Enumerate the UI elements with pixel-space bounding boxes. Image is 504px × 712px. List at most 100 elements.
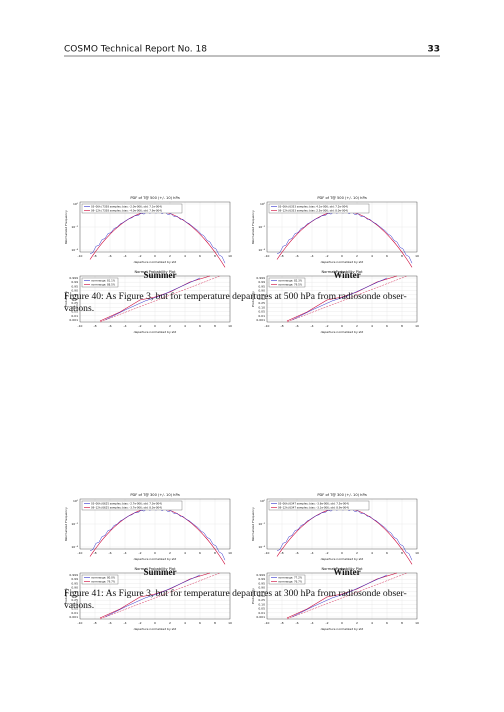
x-tick-label: 10 [415, 254, 419, 258]
x-tick-label: 0 [341, 254, 343, 258]
legend-entry: normrange: 76.7% [278, 580, 303, 584]
figure-caption: vations. [64, 303, 94, 314]
x-tick-label: -2 [326, 551, 329, 555]
y-tick-label: 0.01 [258, 314, 265, 318]
y-tick-label: 0.01 [258, 611, 265, 615]
legend-box [81, 574, 119, 585]
legend-entry: normrange: 79.5% [278, 283, 303, 287]
x-tick-label: 4 [184, 551, 186, 555]
legend-entry: 03–06h (6353 samples; bias: 4.1e-006; st… [278, 205, 348, 209]
legend-entry: normrange: 79.7% [91, 580, 116, 584]
x-tick-label: 0 [154, 551, 156, 555]
panel: PDF of T@ 300 (+/- 10) hPa -10 -8 -6 -4 -2 0 2 4… [251, 493, 419, 631]
y-tick-label: 10⁻² [71, 522, 78, 526]
reference-line [286, 275, 408, 323]
y-tick-label: 0.99 [71, 577, 78, 581]
x-tick-label: 2 [169, 551, 171, 555]
y-tick-label: 0.99 [71, 280, 78, 284]
x-tick-label: 8 [401, 324, 403, 328]
pdf-curve [89, 210, 226, 268]
x-tick-label: 6 [386, 324, 388, 328]
x-tick-label: 0 [154, 324, 156, 328]
plot-title: PDF of T@ 500 (+/- 10) hPa [130, 196, 179, 200]
y-tick-label: 0.25 [258, 301, 265, 305]
y-tick-label: 10⁻⁴ [258, 545, 265, 549]
x-tick-label: -10 [265, 621, 270, 625]
npp-curve [104, 277, 201, 321]
x-axis-label: departure normalized by std [134, 627, 177, 631]
x-tick-label: -6 [296, 621, 299, 625]
x-tick-label: 0 [154, 254, 156, 258]
x-tick-label: -2 [139, 324, 142, 328]
x-tick-label: 2 [169, 324, 171, 328]
plot-title: Normal Probability Plot [134, 270, 176, 274]
x-tick-label: 4 [184, 324, 186, 328]
x-tick-label: -10 [78, 254, 83, 258]
plot-title: PDF of T@ 300 (+/- 10) hPa [317, 493, 366, 497]
legend-entry: normrange: 77.2% [278, 576, 303, 580]
y-axis-label: Probability [251, 291, 255, 307]
y-tick-label: 10⁰ [260, 499, 266, 503]
legend-box [268, 277, 306, 288]
legend-entry: normrange: 81.1% [91, 279, 116, 283]
pdf-curve [276, 507, 413, 565]
legend-entry: normrange: 88.5% [91, 283, 116, 287]
axes-box [79, 275, 231, 323]
axes-box [266, 572, 418, 620]
x-tick-label: -8 [281, 551, 284, 555]
y-tick-label: 0.001 [256, 318, 265, 322]
legend-box [268, 574, 306, 585]
x-tick-label: 4 [371, 254, 373, 258]
x-tick-label: 6 [386, 621, 388, 625]
x-tick-label: 10 [228, 324, 232, 328]
x-tick-label: -8 [281, 254, 284, 258]
x-tick-label: 0 [341, 551, 343, 555]
y-tick-label: 0.25 [258, 598, 265, 602]
x-tick-label: -2 [326, 324, 329, 328]
x-tick-label: 2 [356, 324, 358, 328]
legend-entry: 03–06h (7358 samples; bias: -2.0e-006; s… [91, 205, 162, 209]
x-tick-label: 6 [386, 551, 388, 555]
plot-title: PDF of T@ 300 (+/- 10) hPa [130, 493, 179, 497]
axes-box [266, 275, 418, 323]
x-tick-label: 8 [401, 254, 403, 258]
x-tick-label: -2 [139, 551, 142, 555]
npp-curve [286, 572, 398, 619]
y-axis-label: Normalized Frequency [64, 210, 68, 244]
x-tick-label: 8 [401, 621, 403, 625]
y-tick-label: 0.99 [258, 280, 265, 284]
legend-entry: 03–06h (6625 samples; bias: -2.7e-006; s… [91, 502, 162, 506]
x-tick-label: -4 [124, 324, 127, 328]
y-tick-label: 0.95 [71, 581, 78, 585]
y-axis-label: Normalized Frequency [64, 507, 68, 541]
pdf-curve [89, 507, 226, 565]
x-tick-label: -6 [109, 551, 112, 555]
page-number: 33 [427, 45, 440, 55]
axes-box [79, 201, 231, 253]
npp-curve [291, 277, 388, 321]
plot-title: PDF of T@ 500 (+/- 10) hPa [317, 196, 366, 200]
x-tick-label: 10 [228, 621, 232, 625]
x-tick-label: -6 [296, 324, 299, 328]
x-tick-label: 8 [214, 324, 216, 328]
x-tick-label: -4 [311, 551, 314, 555]
y-tick-label: 0.05 [71, 607, 78, 611]
axes-box [266, 201, 418, 253]
y-axis-label: Probability [251, 588, 255, 604]
x-axis-label: departure normalized by std [134, 330, 177, 334]
x-tick-label: -6 [109, 254, 112, 258]
x-tick-label: 2 [169, 254, 171, 258]
npp-curve [99, 572, 211, 619]
reference-line [286, 572, 408, 620]
y-tick-label: 0.10 [71, 305, 78, 309]
legend-entry: 09–12h (6353 samples; bias: 2.5e-006; st… [278, 209, 348, 213]
x-tick-label: -8 [281, 324, 284, 328]
x-tick-label: 6 [199, 551, 201, 555]
y-tick-label: 0.90 [71, 289, 78, 293]
y-tick-label: 0.75 [258, 293, 265, 297]
x-tick-label: -6 [296, 551, 299, 555]
x-tick-label: -4 [311, 621, 314, 625]
y-tick-label: 0.001 [69, 615, 78, 619]
y-tick-label: 0.999 [256, 573, 265, 577]
legend-entry: 09–12h (6625 samples; bias: -3.7e-006; s… [91, 506, 162, 510]
